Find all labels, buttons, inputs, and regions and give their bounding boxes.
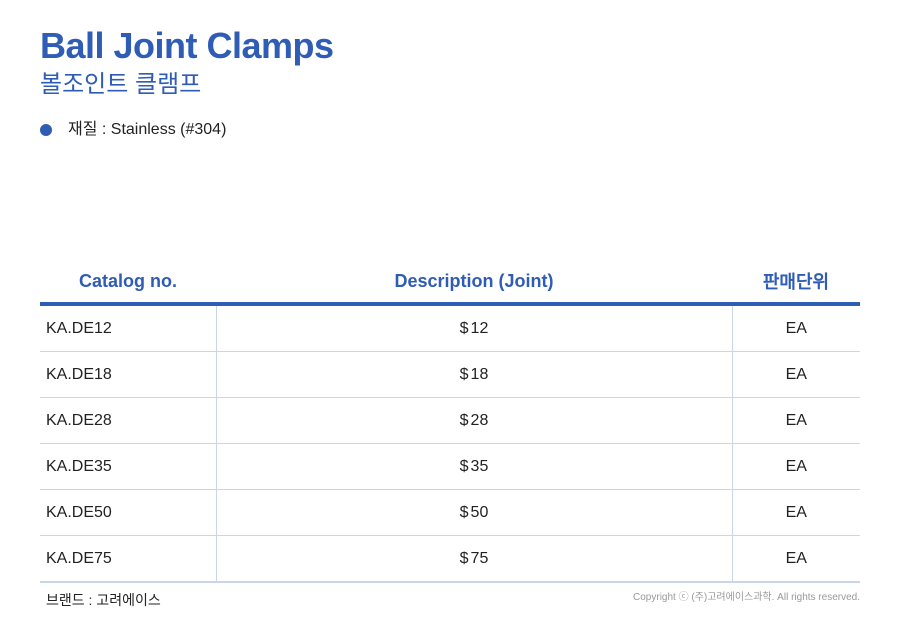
cell-unit: EA bbox=[732, 351, 860, 398]
size-value: 12 bbox=[470, 319, 489, 337]
cell-catalog: KA.DE35 bbox=[40, 443, 217, 490]
size-symbol: $ bbox=[459, 503, 469, 521]
size-value: 28 bbox=[470, 411, 489, 429]
page-title: Ball Joint Clamps bbox=[40, 25, 334, 66]
material-spec: 재질 : Stainless (#304) bbox=[40, 119, 226, 141]
table-row: KA.DE50 $50 EA bbox=[40, 489, 860, 536]
cell-description: $12 bbox=[216, 304, 733, 352]
header-unit: 판매단위 bbox=[732, 260, 860, 306]
cell-description: $35 bbox=[216, 443, 733, 490]
header-catalog: Catalog no. bbox=[40, 260, 216, 306]
table-row: KA.DE75 $75 EA bbox=[40, 535, 860, 583]
cell-unit: EA bbox=[732, 443, 860, 490]
cell-unit: EA bbox=[732, 304, 860, 352]
size-value: 50 bbox=[470, 503, 489, 521]
copyright-notice: Copyright ⓒ (주)고려에이스과학. All rights reser… bbox=[633, 592, 860, 603]
page-subtitle: 볼조인트 클램프 bbox=[40, 71, 202, 98]
size-value: 35 bbox=[470, 457, 489, 475]
size-value: 75 bbox=[470, 549, 489, 567]
size-symbol: $ bbox=[459, 319, 469, 337]
brand-label: 브랜드 : 고려에이스 bbox=[46, 592, 161, 608]
cell-unit: EA bbox=[732, 535, 860, 583]
cell-description: $75 bbox=[216, 535, 733, 583]
size-symbol: $ bbox=[459, 365, 469, 383]
table-header-row: Catalog no. Description (Joint) 판매단위 bbox=[40, 260, 860, 306]
cell-description: $28 bbox=[216, 397, 733, 444]
cell-catalog: KA.DE28 bbox=[40, 397, 217, 444]
table-row: KA.DE28 $28 EA bbox=[40, 397, 860, 444]
size-symbol: $ bbox=[459, 549, 469, 567]
cell-catalog: KA.DE75 bbox=[40, 535, 217, 583]
cell-catalog: KA.DE18 bbox=[40, 351, 217, 398]
cell-catalog: KA.DE50 bbox=[40, 489, 217, 536]
header-description: Description (Joint) bbox=[216, 260, 732, 306]
product-table: Catalog no. Description (Joint) 판매단위 KA.… bbox=[40, 260, 860, 583]
bullet-icon bbox=[40, 124, 52, 136]
table-row: KA.DE12 $12 EA bbox=[40, 304, 860, 352]
cell-description: $50 bbox=[216, 489, 733, 536]
material-text: 재질 : Stainless (#304) bbox=[68, 121, 227, 138]
table-row: KA.DE18 $18 EA bbox=[40, 351, 860, 398]
size-symbol: $ bbox=[459, 457, 469, 475]
size-symbol: $ bbox=[459, 411, 469, 429]
cell-catalog: KA.DE12 bbox=[40, 304, 217, 352]
cell-unit: EA bbox=[732, 489, 860, 536]
size-value: 18 bbox=[470, 365, 489, 383]
cell-unit: EA bbox=[732, 397, 860, 444]
table-row: KA.DE35 $35 EA bbox=[40, 443, 860, 490]
cell-description: $18 bbox=[216, 351, 733, 398]
